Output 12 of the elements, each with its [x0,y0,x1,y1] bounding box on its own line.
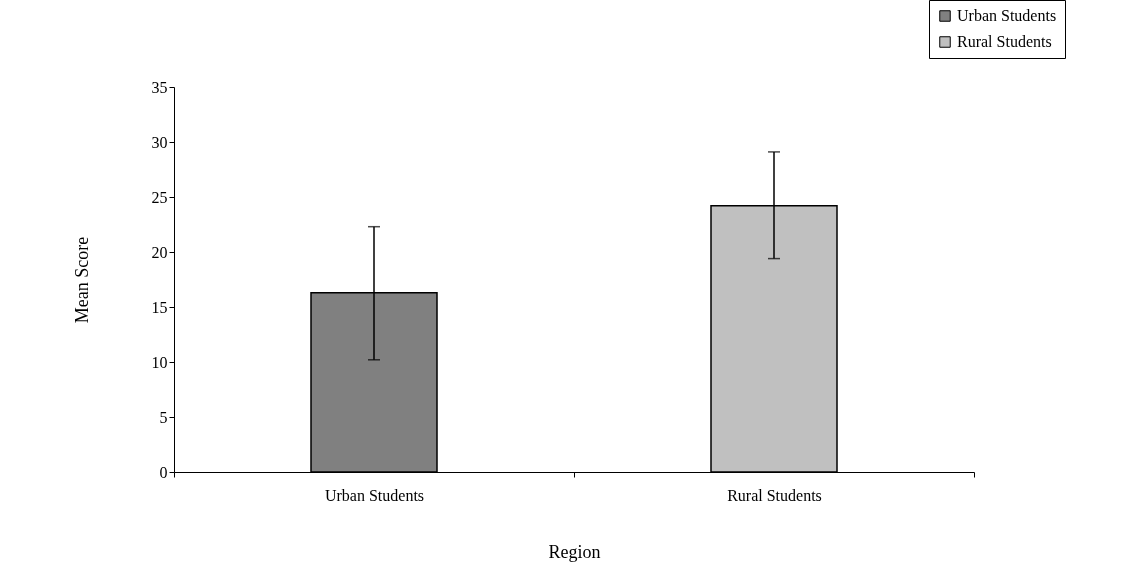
y-tick-label: 25 [151,188,168,206]
y-tick-label: 20 [151,243,168,261]
y-tick-label: 0 [159,463,168,481]
y-tick-label: 35 [151,78,168,96]
legend-label: Urban Students [957,7,1057,24]
y-tick-label: 30 [151,133,168,151]
y-axis-title: Mean Score [71,236,92,324]
y-tick-label: 5 [159,408,168,426]
y-tick-label: 10 [151,353,168,371]
legend-label: Rural Students [957,33,1052,50]
x-axis-title: Region [548,541,601,562]
y-tick-label: 15 [151,298,168,316]
